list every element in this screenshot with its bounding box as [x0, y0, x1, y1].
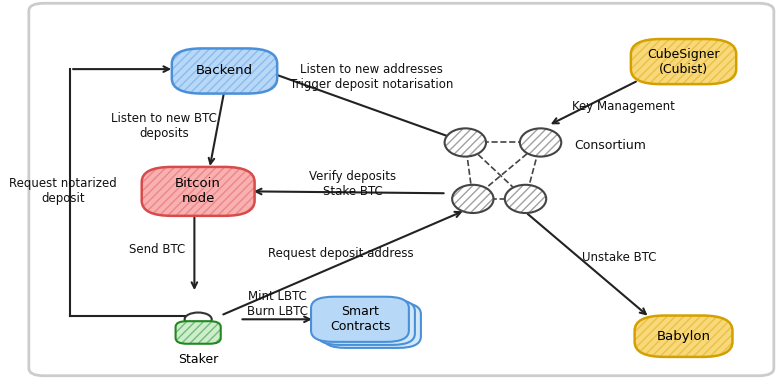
FancyBboxPatch shape [142, 167, 255, 216]
Text: CubeSigner
(Cubist): CubeSigner (Cubist) [647, 48, 720, 75]
FancyBboxPatch shape [635, 316, 732, 357]
Text: Request deposit address: Request deposit address [268, 247, 414, 260]
Text: Listen to new BTC
deposits: Listen to new BTC deposits [111, 111, 217, 139]
FancyBboxPatch shape [631, 39, 736, 84]
Circle shape [185, 313, 212, 326]
Text: Request notarized
deposit: Request notarized deposit [9, 177, 117, 205]
Text: Verify deposits
Stake BTC: Verify deposits Stake BTC [308, 170, 396, 198]
Text: Consortium: Consortium [574, 139, 647, 152]
Text: Smart
Contracts: Smart Contracts [330, 305, 390, 333]
Ellipse shape [505, 185, 546, 213]
Ellipse shape [520, 128, 561, 157]
FancyBboxPatch shape [317, 300, 415, 345]
Text: Bitcoin
node: Bitcoin node [175, 177, 221, 205]
Text: Listen to new addresses
Trigger deposit notarisation: Listen to new addresses Trigger deposit … [290, 63, 453, 91]
Text: Staker: Staker [178, 353, 218, 366]
Text: Unstake BTC: Unstake BTC [583, 251, 657, 264]
FancyBboxPatch shape [323, 303, 421, 348]
Text: Send BTC: Send BTC [129, 243, 185, 256]
Ellipse shape [445, 128, 486, 157]
Text: Key Management: Key Management [572, 100, 675, 113]
Text: Babylon: Babylon [657, 330, 710, 343]
Ellipse shape [452, 185, 494, 213]
FancyBboxPatch shape [311, 297, 409, 342]
Text: Backend: Backend [196, 64, 253, 77]
Text: Mint LBTC
Burn LBTC: Mint LBTC Burn LBTC [247, 290, 308, 318]
FancyBboxPatch shape [172, 49, 277, 94]
FancyBboxPatch shape [175, 321, 220, 344]
